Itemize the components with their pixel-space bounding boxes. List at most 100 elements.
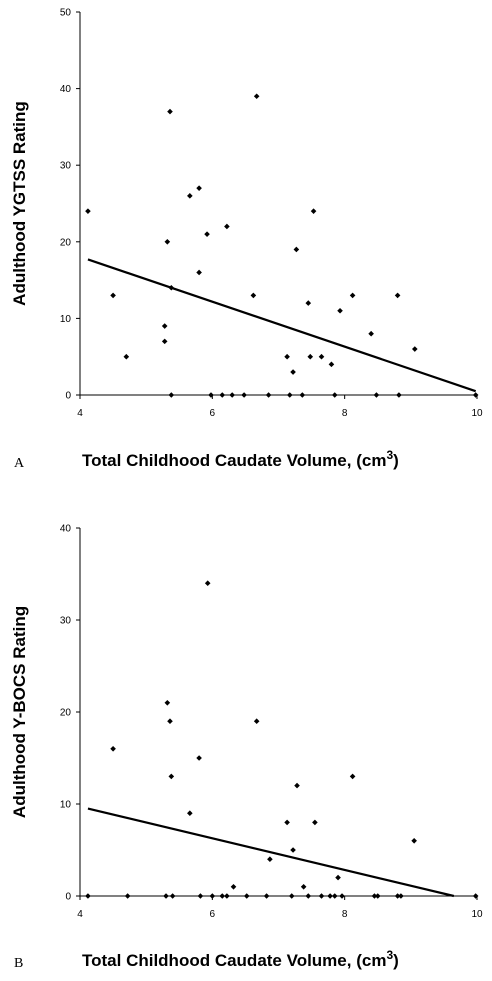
x-axis-title-end: ): [393, 951, 399, 970]
data-point: [318, 893, 325, 899]
data-point: [398, 893, 404, 899]
panel-label: A: [14, 456, 25, 471]
data-point: [263, 893, 270, 899]
data-point: [265, 392, 272, 398]
chart-panel-b: 0 10 20 30 40 4 6 8 10 Adulthood Y-BOCS Rating Tot…: [0, 490, 492, 981]
data-point: [224, 223, 230, 230]
data-point: [196, 755, 202, 761]
data-point: [331, 392, 338, 398]
scatter-chart-a: 0 10 20 30 40 50 4 6 8 10 Adulthood YGTSS Rating To…: [10, 8, 483, 472]
data-point: [241, 392, 247, 398]
data-point: [472, 392, 479, 398]
x-axis-title-main: Total Childhood Caudate Volume, (cm: [82, 951, 386, 970]
y-tick-label: 20: [60, 237, 72, 248]
data-point: [208, 392, 214, 398]
data-point: [284, 353, 290, 360]
panel-label: B: [14, 956, 23, 971]
data-point: [305, 300, 312, 306]
data-point: [339, 893, 345, 899]
data-point: [209, 893, 216, 899]
data-point: [219, 392, 226, 398]
data-point: [196, 185, 202, 191]
data-point: [204, 580, 211, 586]
y-tick-label: 20: [60, 708, 72, 719]
data-point: [368, 330, 374, 337]
data-point: [299, 392, 306, 398]
data-point: [331, 893, 338, 899]
data-point: [253, 93, 260, 100]
x-tick-label: 6: [210, 408, 216, 419]
data-point: [124, 893, 131, 899]
data-point: [163, 893, 169, 899]
data-point: [335, 874, 341, 881]
data-point: [167, 108, 173, 115]
data-point: [187, 193, 193, 199]
data-point: [349, 773, 356, 780]
data-point: [168, 392, 175, 398]
data-point: [293, 246, 300, 253]
x-tick-label: 8: [342, 408, 348, 419]
data-point: [161, 338, 168, 345]
data-point: [396, 392, 402, 398]
data-point: [310, 208, 317, 214]
trend-line: [87, 258, 477, 393]
data-point: [318, 353, 325, 360]
data-point: [373, 392, 380, 398]
data-point: [85, 893, 91, 899]
data-point: [250, 292, 257, 299]
y-tick-label: 40: [60, 84, 72, 95]
data-point: [230, 884, 237, 890]
data-point: [374, 893, 381, 899]
data-point: [411, 838, 417, 844]
x-tick-label: 8: [342, 909, 348, 920]
data-point: [394, 292, 401, 299]
trend-line: [87, 807, 455, 898]
data-point: [412, 346, 418, 352]
data-point: [168, 773, 175, 780]
data-point: [267, 856, 273, 862]
data-point: [294, 782, 300, 789]
x-axis-title: Total Childhood Caudate Volume, (cm3): [82, 948, 399, 970]
data-point: [164, 239, 171, 245]
data-point: [229, 392, 235, 398]
y-tick-label: 30: [60, 616, 72, 627]
data-point: [197, 893, 204, 899]
data-point: [243, 893, 250, 899]
data-point: [253, 718, 260, 724]
data-point: [328, 361, 335, 368]
data-point: [284, 819, 290, 826]
y-tick-label: 40: [60, 524, 72, 535]
data-point: [305, 893, 312, 899]
x-axis-title-superscript: 3: [386, 448, 393, 462]
x-axis-title-end: ): [393, 451, 399, 470]
data-point: [290, 847, 296, 853]
x-tick-label: 4: [77, 909, 83, 920]
data-point: [300, 884, 307, 890]
data-point: [168, 284, 175, 291]
data-point: [110, 292, 116, 299]
data-point: [123, 353, 130, 360]
data-point: [290, 369, 296, 375]
data-point: [187, 810, 193, 816]
y-tick-label: 0: [65, 391, 71, 402]
data-point: [196, 269, 202, 276]
scatter-chart-b: 0 10 20 30 40 4 6 8 10 Adulthood Y-BOCS Rating Tot…: [10, 524, 483, 972]
data-point: [85, 208, 91, 214]
data-point: [337, 307, 343, 314]
x-axis-title-main: Total Childhood Caudate Volume, (cm: [82, 451, 386, 470]
data-point: [167, 718, 173, 724]
x-tick-label: 6: [210, 909, 216, 920]
y-tick-label: 30: [60, 161, 72, 172]
data-point: [349, 292, 356, 299]
data-point: [288, 893, 295, 899]
data-point: [164, 700, 171, 706]
chart-panel-a: 0 10 20 30 40 50 4 6 8 10 Adulthood YGTSS Rating To…: [0, 0, 492, 490]
x-tick-label: 4: [77, 408, 83, 419]
y-tick-label: 0: [65, 892, 71, 903]
data-point: [307, 353, 314, 360]
x-tick-label: 10: [471, 408, 483, 419]
y-axis-title: Adulthood Y-BOCS Rating: [10, 606, 29, 818]
data-point: [169, 893, 176, 899]
y-tick-label: 10: [60, 800, 72, 811]
data-point: [224, 893, 230, 899]
